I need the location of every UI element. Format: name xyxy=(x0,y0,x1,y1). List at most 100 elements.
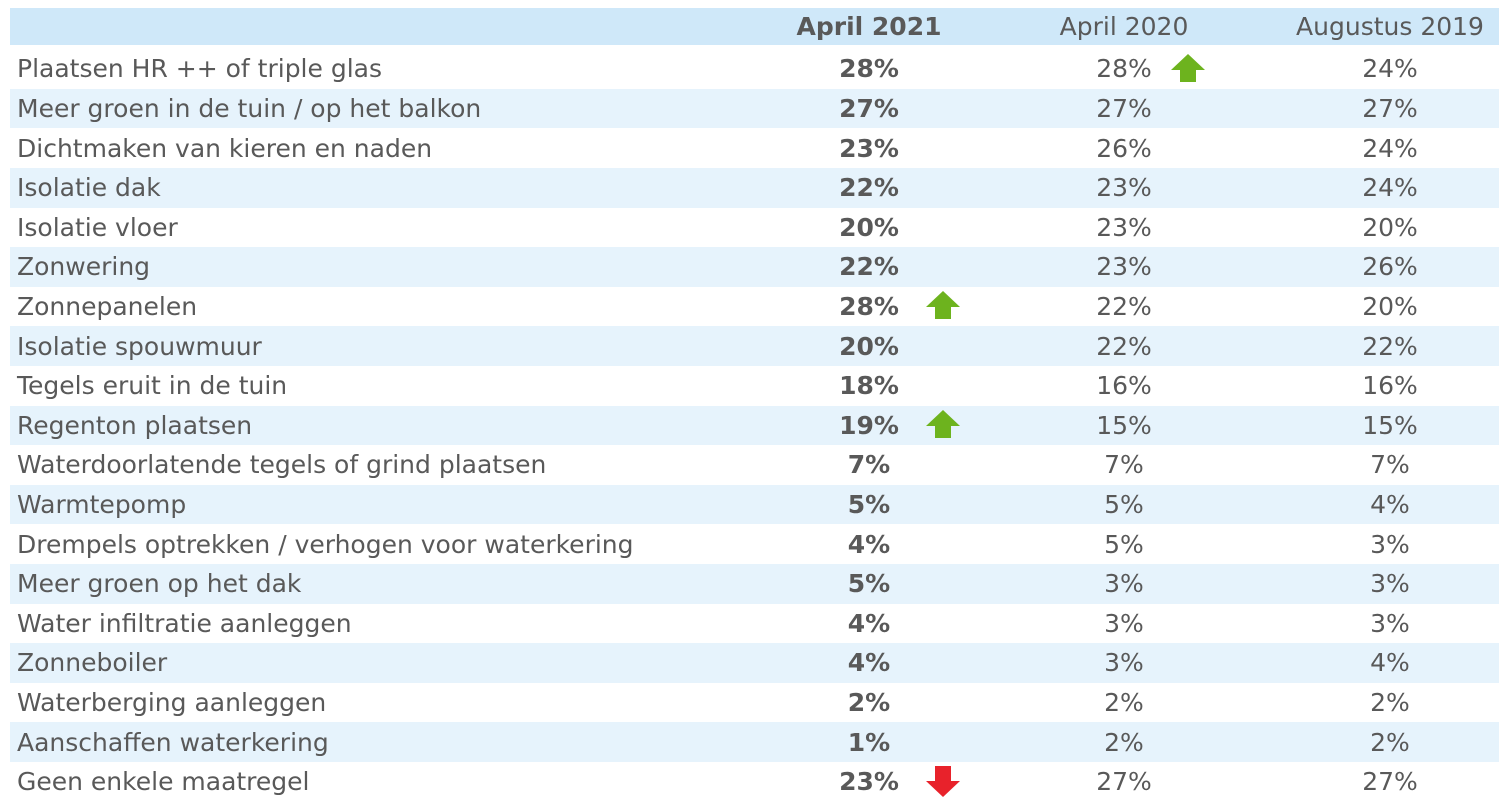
table-cell: 2% xyxy=(1104,727,1144,757)
table-row: Plaatsen HR ++ of triple glas 28% 28% 24% xyxy=(10,49,1499,89)
table-cell: 3% xyxy=(1370,569,1410,599)
row-label: Isolatie vloer xyxy=(17,212,178,242)
table-cell: 3% xyxy=(1104,569,1144,599)
table-cell: 3% xyxy=(1370,608,1410,638)
up-arrow xyxy=(1171,54,1205,82)
row-label: Drempels optrekken / verhogen voor water… xyxy=(17,529,634,559)
table-cell: 2% xyxy=(847,688,891,718)
row-label: Geen enkele maatregel xyxy=(17,767,310,797)
table-cell: 2% xyxy=(1104,688,1144,718)
row-label: Aanschaffen waterkering xyxy=(17,727,329,757)
table-cell: 24% xyxy=(1362,54,1418,84)
table-cell: 18% xyxy=(839,371,899,401)
table-cell: 5% xyxy=(847,490,891,520)
table-cell: 26% xyxy=(1362,252,1418,282)
table-cell: 5% xyxy=(847,569,891,599)
up-arrow xyxy=(926,291,960,319)
row-label: Isolatie spouwmuur xyxy=(17,331,262,361)
table-cell: 7% xyxy=(847,450,891,480)
table-row: Meer groen op het dak 5% 3% 3% xyxy=(10,564,1499,604)
table-cell: 5% xyxy=(1104,490,1144,520)
table-cell: 26% xyxy=(1096,133,1152,163)
column-header: Augustus 2019 xyxy=(1296,12,1484,41)
table-cell: 24% xyxy=(1362,173,1418,203)
row-label: Water infiltratie aanleggen xyxy=(17,608,352,638)
table-cell: 22% xyxy=(839,173,899,203)
row-label: Regenton plaatsen xyxy=(17,410,253,440)
table-cell: 24% xyxy=(1362,133,1418,163)
table-cell: 23% xyxy=(839,767,899,797)
table-cell: 19% xyxy=(839,410,899,440)
table-row: Meer groen in de tuin / op het balkon 27%… xyxy=(10,88,1499,129)
table-cell: 3% xyxy=(1104,648,1144,678)
table-row: Zonneboiler 4% 3% 4% xyxy=(10,643,1499,683)
up-arrow xyxy=(926,410,960,438)
table-cell: 27% xyxy=(1096,94,1152,124)
table-row: Dichtmaken van kieren en naden 23% 26% 24% xyxy=(10,128,1499,168)
header-row: April 2021 April 2020 Augustus 2019 xyxy=(10,8,1499,45)
table-row: Drempels optrekken / verhogen voor water… xyxy=(10,524,1499,564)
table-row: Isolatie dak 22% 23% 24% xyxy=(10,168,1499,208)
table-cell: 27% xyxy=(1362,94,1418,124)
table-cell: 20% xyxy=(1362,212,1418,242)
row-label: Meer groen op het dak xyxy=(17,569,302,599)
table-cell: 22% xyxy=(1096,292,1152,322)
table-cell: 27% xyxy=(839,94,899,124)
table-cell: 3% xyxy=(1370,529,1410,559)
table-row: Isolatie spouwmuur 20% 22% 22% xyxy=(10,326,1499,366)
table-row: Regenton plaatsen 19% 15% 15% xyxy=(10,405,1499,446)
table-cell: 28% xyxy=(839,54,899,84)
table-row: Isolatie vloer 20% 23% 20% xyxy=(10,208,1499,248)
table-cell: 15% xyxy=(1362,410,1418,440)
row-label: Tegels eruit in de tuin xyxy=(17,371,288,401)
table-cell: 28% xyxy=(839,292,899,322)
table-row: Zonnepanelen 28% 22% 20% xyxy=(10,287,1499,327)
table-cell: 16% xyxy=(1096,371,1152,401)
table-cell: 2% xyxy=(1370,727,1410,757)
table-cell: 2% xyxy=(1370,688,1410,718)
table-cell: 27% xyxy=(1362,767,1418,797)
table-cell: 22% xyxy=(839,252,899,282)
table-cell: 20% xyxy=(839,331,899,361)
row-label: Plaatsen HR ++ of triple glas xyxy=(17,54,382,84)
table-cell: 28% xyxy=(1096,54,1152,84)
table-cell: 4% xyxy=(1370,648,1410,678)
table-row: Aanschaffen waterkering 1% 2% 2% xyxy=(10,722,1499,762)
table-row: Waterberging aanleggen 2% 2% 2% xyxy=(10,683,1499,723)
table-row: Geen enkele maatregel 23% 27% 27% xyxy=(10,762,1499,802)
table-cell: 4% xyxy=(847,648,891,678)
table-cell: 23% xyxy=(839,133,899,163)
column-header: April 2021 xyxy=(796,12,942,41)
table-cell: 3% xyxy=(1104,608,1144,638)
table-cell: 20% xyxy=(839,212,899,242)
table-cell: 15% xyxy=(1096,410,1152,440)
table-cell: 22% xyxy=(1096,331,1152,361)
table-cell: 27% xyxy=(1096,767,1152,797)
table-cell: 7% xyxy=(1370,450,1410,480)
table-cell: 4% xyxy=(847,608,891,638)
table-cell: 5% xyxy=(1104,529,1144,559)
table-cell: 23% xyxy=(1096,212,1152,242)
row-label: Dichtmaken van kieren en naden xyxy=(17,133,433,163)
table-cell: 4% xyxy=(1370,490,1410,520)
row-label: Meer groen in de tuin / op het balkon xyxy=(17,94,482,124)
table-cell: 16% xyxy=(1362,371,1418,401)
table-row: Tegels eruit in de tuin 18% 16% 16% xyxy=(10,366,1499,406)
table-cell: 23% xyxy=(1096,252,1152,282)
table-cell: 7% xyxy=(1104,450,1144,480)
column-header: April 2020 xyxy=(1059,12,1189,41)
row-label: Zonnepanelen xyxy=(17,292,198,322)
row-label: Isolatie dak xyxy=(17,173,161,203)
table-row: Warmtepomp 5% 5% 4% xyxy=(10,484,1499,525)
row-label: Waterberging aanleggen xyxy=(17,688,327,718)
row-label: Zonwering xyxy=(17,252,151,282)
table-row: Zonwering 22% 23% 26% xyxy=(10,247,1499,287)
row-label: Waterdoorlatende tegels of grind plaatse… xyxy=(17,450,547,480)
table-cell: 20% xyxy=(1362,292,1418,322)
down-arrow xyxy=(926,766,960,797)
table-cell: 4% xyxy=(847,529,891,559)
row-label: Warmtepomp xyxy=(17,490,187,520)
table-cell: 1% xyxy=(847,727,891,757)
